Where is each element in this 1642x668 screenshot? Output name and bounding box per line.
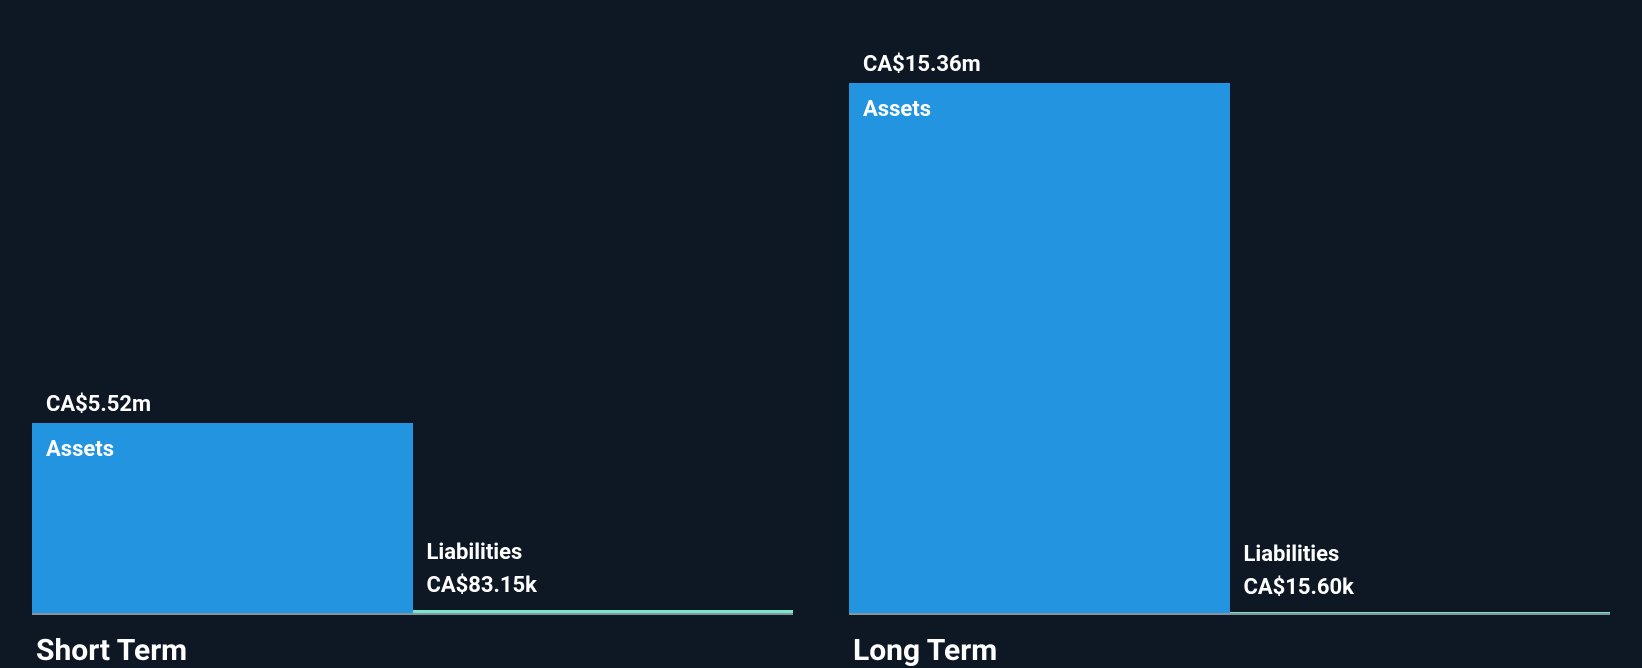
bar xyxy=(413,610,794,613)
chart-area: CA$5.52mAssetsLiabilitiesCA$83.15k xyxy=(32,0,793,615)
chart-group: CA$15.36mAssetsLiabilitiesCA$15.60kLong … xyxy=(849,0,1610,668)
bar-value-label: CA$15.36m xyxy=(849,52,1230,83)
bar-column: CA$5.52mAssets xyxy=(32,0,413,613)
bar-category-label: Assets xyxy=(32,423,413,462)
bar xyxy=(1230,612,1611,613)
bar: Assets xyxy=(32,423,413,613)
group-title: Long Term xyxy=(849,615,1610,668)
bar-column: CA$15.36mAssets xyxy=(849,0,1230,613)
bar-value-label: CA$83.15k xyxy=(413,573,794,610)
bar-category-label: Liabilities xyxy=(1230,542,1611,575)
chart-group: CA$5.52mAssetsLiabilitiesCA$83.15kShort … xyxy=(32,0,793,668)
bar-value-label: CA$5.52m xyxy=(32,392,413,423)
bar-column: LiabilitiesCA$83.15k xyxy=(413,0,794,613)
balance-sheet-chart: CA$5.52mAssetsLiabilitiesCA$83.15kShort … xyxy=(0,0,1642,668)
bar: Assets xyxy=(849,83,1230,613)
group-title: Short Term xyxy=(32,615,793,668)
chart-area: CA$15.36mAssetsLiabilitiesCA$15.60k xyxy=(849,0,1610,615)
bar-category-label: Liabilities xyxy=(413,540,794,573)
bar-column: LiabilitiesCA$15.60k xyxy=(1230,0,1611,613)
bar-category-label: Assets xyxy=(849,83,1230,122)
bar-value-label: CA$15.60k xyxy=(1230,575,1611,612)
